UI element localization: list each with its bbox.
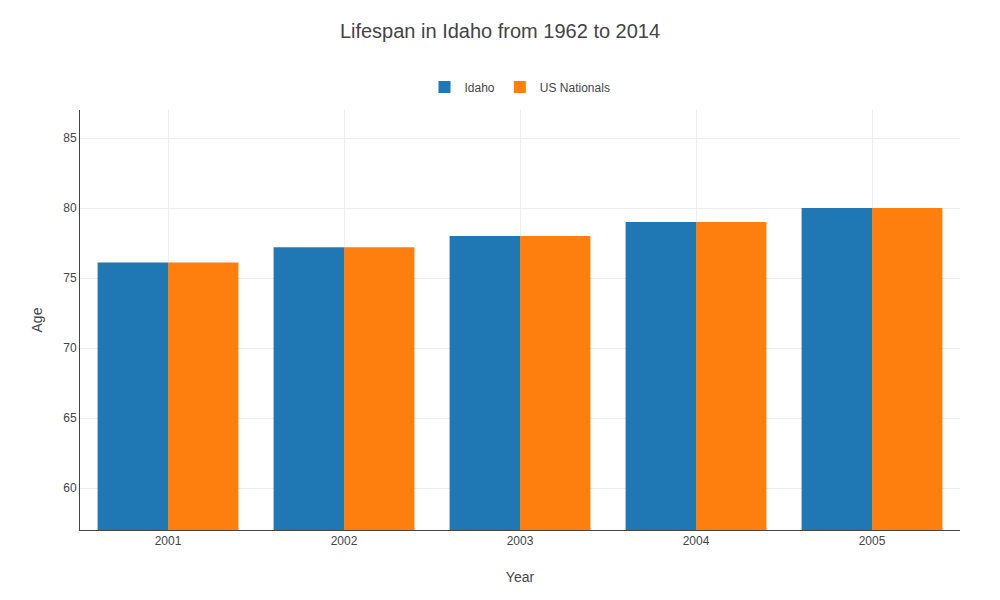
svg-text:65: 65 bbox=[63, 411, 77, 425]
svg-text:2005: 2005 bbox=[859, 534, 886, 548]
svg-text:2001: 2001 bbox=[155, 534, 182, 548]
svg-text:75: 75 bbox=[63, 271, 77, 285]
svg-text:Idaho: Idaho bbox=[465, 81, 495, 95]
svg-text:2004: 2004 bbox=[683, 534, 710, 548]
svg-text:Year: Year bbox=[506, 569, 535, 585]
svg-text:2003: 2003 bbox=[507, 534, 534, 548]
svg-text:60: 60 bbox=[63, 481, 77, 495]
svg-text:70: 70 bbox=[63, 341, 77, 355]
svg-text:US Nationals: US Nationals bbox=[540, 81, 610, 95]
svg-text:80: 80 bbox=[63, 201, 77, 215]
svg-text:Age: Age bbox=[29, 307, 45, 332]
svg-text:Lifespan in Idaho from 1962 to: Lifespan in Idaho from 1962 to 2014 bbox=[340, 20, 660, 42]
svg-text:85: 85 bbox=[63, 131, 77, 145]
svg-text:2002: 2002 bbox=[331, 534, 358, 548]
